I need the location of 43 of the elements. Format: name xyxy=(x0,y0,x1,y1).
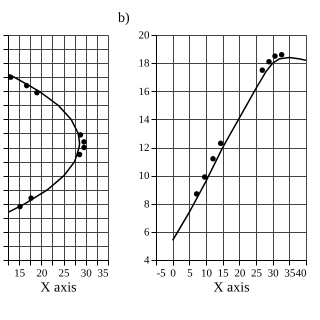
y-tick-label: 18 xyxy=(138,58,150,70)
y-tick-label: 10 xyxy=(138,170,150,182)
y-tick-label: 14 xyxy=(138,114,150,126)
x-tick-label: 30 xyxy=(268,268,280,280)
x-tick-label: 40 xyxy=(296,268,307,280)
x-tick-label: 30 xyxy=(80,268,92,280)
point xyxy=(202,174,208,180)
x-tick-label: 20 xyxy=(234,268,246,280)
x-tick-label: 25 xyxy=(251,268,262,280)
point xyxy=(218,140,224,146)
x-axis-title: X axis xyxy=(40,280,77,296)
y-tick-label: 6 xyxy=(144,226,150,238)
x-tick-label: 15 xyxy=(218,268,230,280)
point xyxy=(266,58,272,64)
x-tick-label: 35 xyxy=(98,268,109,280)
point xyxy=(260,67,266,73)
x-tick-label: 0 xyxy=(170,268,176,280)
chart-title: b) xyxy=(118,11,130,26)
y-tick-label: 4 xyxy=(144,254,150,266)
point xyxy=(76,152,82,158)
point xyxy=(78,132,84,138)
x-tick-label: 15 xyxy=(14,268,26,280)
point xyxy=(34,90,40,96)
x-tick-label: 25 xyxy=(58,268,70,280)
point xyxy=(278,52,284,58)
y-tick-label: 8 xyxy=(144,198,150,210)
point xyxy=(272,53,278,59)
point xyxy=(81,144,87,150)
y-tick-label: 20 xyxy=(138,30,150,42)
x-axis-title: X axis xyxy=(213,280,250,296)
point xyxy=(81,139,87,145)
y-tick-label: 16 xyxy=(138,86,150,98)
y-tick-label: 12 xyxy=(138,142,150,154)
point xyxy=(24,82,30,88)
point xyxy=(194,191,200,197)
x-tick-label: 35 xyxy=(284,268,296,280)
point xyxy=(210,156,216,162)
point xyxy=(17,204,23,210)
x-tick-label: 10 xyxy=(201,268,212,280)
x-tick-label: -5 xyxy=(156,268,166,280)
x-tick-label: 20 xyxy=(36,268,48,280)
x-tick-label: 5 xyxy=(187,268,194,280)
point xyxy=(28,195,34,201)
